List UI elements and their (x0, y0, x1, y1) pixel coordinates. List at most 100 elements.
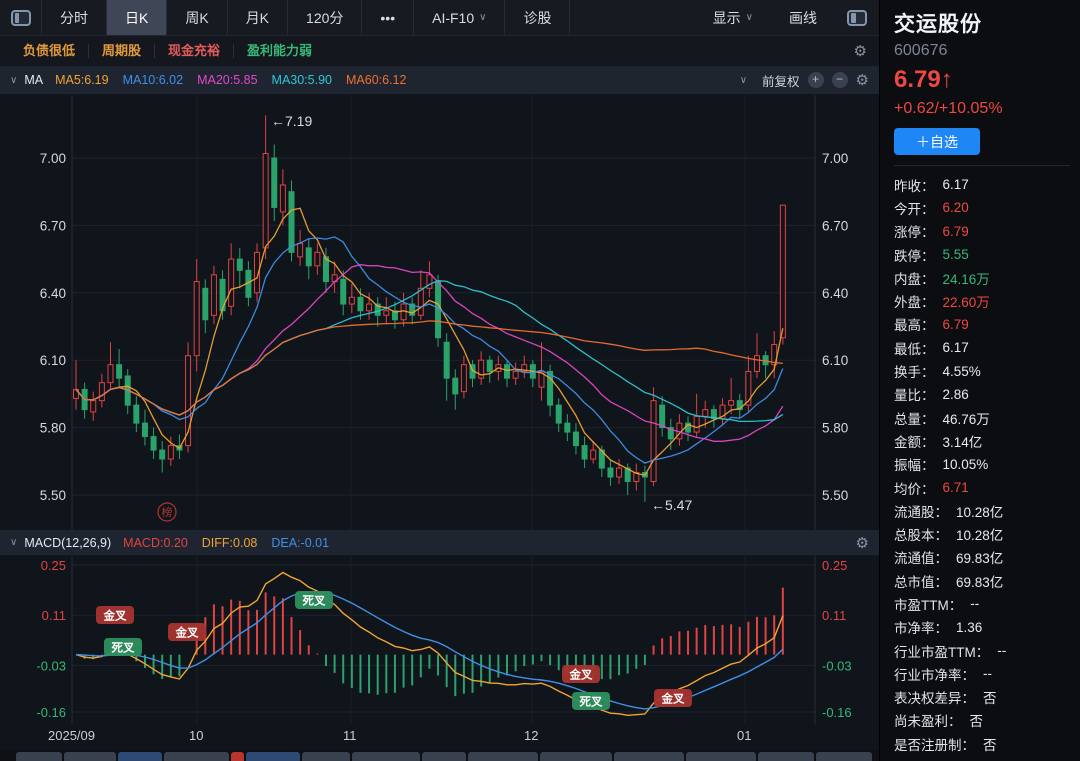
price-annotation: ←7.19 (271, 113, 312, 129)
tab-label: AI-F10 (432, 9, 475, 26)
add-watchlist-button[interactable]: ＋自选 (894, 128, 980, 155)
candle-body (753, 355, 760, 372)
toolbar-spacer (570, 0, 694, 35)
candle-body (409, 303, 416, 316)
bottom-strip-segment[interactable] (468, 752, 538, 761)
stat-value: 4.55% (942, 363, 981, 379)
tab-分时[interactable]: 分时 (42, 0, 107, 35)
adjust-chevron-icon[interactable]: ∨ (739, 74, 748, 86)
tab-label: 诊股 (523, 9, 552, 26)
quote-stat-row: 流通值： 69.83亿 (894, 546, 1070, 569)
bottom-strip-segment[interactable] (758, 752, 814, 761)
ma-value: MA60:6.12 (346, 73, 407, 87)
time-axis-label: 12 (524, 728, 539, 743)
zoom-out-button[interactable]: − (831, 72, 848, 88)
stock-tag[interactable]: 负债很低 (10, 44, 90, 58)
stock-tag[interactable]: 盈利能力弱 (247, 43, 313, 58)
macd-axis-label-right: 0.11 (822, 608, 846, 623)
candle-body (305, 247, 312, 267)
candle-body (417, 287, 424, 316)
stat-value: 3.14亿 (942, 434, 983, 450)
ma-collapse-chevron-icon[interactable]: ∨ (10, 74, 18, 86)
tab-label: 画线 (789, 9, 817, 26)
macd-settings-gear-icon[interactable]: ⚙ (855, 534, 869, 552)
candle-body (702, 409, 709, 417)
stat-label: 市盈TTM： (894, 597, 963, 613)
bottom-strip-segment[interactable] (302, 752, 350, 761)
macd-value: MACD:0.20 (123, 535, 188, 550)
panel-toggle-button[interactable] (835, 0, 879, 35)
stock-tag[interactable]: 现金充裕 (155, 44, 235, 58)
stat-label: 流通股： (894, 504, 948, 520)
stat-value: 6.17 (942, 340, 969, 356)
macd-chart[interactable]: 0.25 0.25 0.11 0.11 -0.03 -0.03 -0.16 -0.16 金叉 死叉… (0, 556, 879, 724)
stat-value: 24.16万 (942, 271, 990, 287)
tab-月K[interactable]: 月K (228, 0, 289, 35)
stat-label: 金额： (894, 434, 935, 450)
bottom-strip-segment[interactable] (64, 752, 116, 761)
tagbar-gear-icon[interactable]: ⚙ (853, 43, 867, 60)
price-axis-label-right: 5.80 (822, 421, 848, 436)
tab-显示[interactable]: 显示 ∨ (695, 0, 771, 35)
bottom-strip-segment[interactable] (118, 752, 162, 761)
adjust-mode-label[interactable]: 前复权 (762, 74, 800, 89)
ma-indicator-bar: ∨ MA MA5:6.19 MA10:6.02 MA20:5.85 MA30:5.90… (0, 66, 879, 95)
candle-body (193, 281, 200, 357)
quote-stat-row: 流通股： 10.28亿 (894, 499, 1070, 522)
tab-诊股[interactable]: 诊股 (505, 0, 571, 35)
bottom-strip-segment[interactable] (816, 752, 872, 761)
bottom-strip-segment[interactable] (164, 752, 229, 761)
bottom-strip-segment[interactable] (422, 752, 466, 761)
bottom-strip-segment[interactable] (614, 752, 684, 761)
stat-value: 6.79 (942, 223, 969, 239)
candle-body (228, 258, 235, 307)
tab-日K[interactable]: 日K (107, 0, 168, 35)
macd-value: DIFF:0.08 (201, 535, 258, 550)
sidebar-toggle-button[interactable] (0, 0, 42, 35)
tab-画线[interactable]: 画线 (771, 0, 835, 35)
candle-body (383, 310, 390, 316)
tab-•••[interactable]: ••• (362, 0, 415, 35)
stock-name: 交运股份 (894, 13, 982, 36)
candle-body (452, 377, 459, 395)
stock-tag[interactable]: 周期股 (89, 44, 156, 58)
candle-body (236, 258, 243, 271)
candle-body (607, 467, 614, 478)
tab-120分[interactable]: 120分 (288, 0, 363, 35)
candle-body (279, 184, 286, 213)
stat-value: -- (970, 596, 980, 612)
stat-label: 行业市净率： (894, 667, 975, 683)
cross-badge-bg (104, 638, 142, 656)
cross-badge-text: 金叉 (569, 668, 593, 682)
bottom-strip-segment[interactable] (246, 752, 300, 761)
zoom-in-button[interactable]: + (807, 72, 824, 88)
ma-settings-gear-icon[interactable]: ⚙ (855, 72, 869, 89)
quote-stat-row: 市盈TTM： -- (894, 592, 1070, 615)
bottom-strip-segment[interactable] (231, 752, 244, 761)
stat-label: 量比： (894, 388, 935, 404)
tab-周K[interactable]: 周K (167, 0, 228, 35)
macd-axis-label-right: 0.25 (822, 558, 847, 573)
candle-body (254, 251, 261, 294)
bottom-strip-segment[interactable] (16, 752, 62, 761)
candle-body (90, 400, 97, 413)
candle-body (538, 370, 545, 388)
candle-body (366, 303, 373, 312)
bottom-strip-segment[interactable] (686, 752, 756, 761)
bottom-strip-segment[interactable] (352, 752, 420, 761)
candle-body (633, 472, 640, 483)
stat-label: 今开： (894, 201, 935, 217)
stat-label: 换手： (894, 365, 935, 381)
tab-label: 显示 (712, 9, 741, 26)
candle-body (288, 191, 295, 253)
stat-label: 最低： (894, 341, 935, 357)
candle-body (779, 204, 786, 339)
macd-value: DEA:-0.01 (271, 535, 330, 550)
price-axis-label-left: 7.00 (40, 151, 66, 166)
cross-badge-bg (562, 665, 600, 683)
macd-collapse-chevron-icon[interactable]: ∨ (10, 537, 18, 548)
stat-label: 内盘： (894, 271, 935, 287)
candlestick-chart[interactable]: 7.00 7.00 6.70 6.70 6.40 6.40 6.10 6.10 5.80 5.80… (0, 95, 879, 530)
tab-AI-F10[interactable]: AI-F10 ∨ (414, 0, 506, 35)
bottom-strip-segment[interactable] (540, 752, 612, 761)
